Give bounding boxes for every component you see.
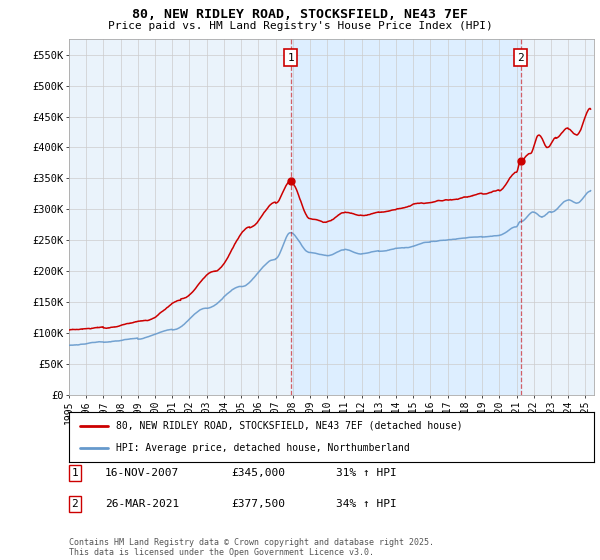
Bar — [291, 39, 521, 395]
Text: £345,000: £345,000 — [231, 468, 285, 478]
Text: 1: 1 — [287, 53, 294, 63]
Text: 80, NEW RIDLEY ROAD, STOCKSFIELD, NE43 7EF: 80, NEW RIDLEY ROAD, STOCKSFIELD, NE43 7… — [132, 8, 468, 21]
Text: 1: 1 — [71, 468, 79, 478]
Text: 2: 2 — [71, 499, 79, 509]
Text: Contains HM Land Registry data © Crown copyright and database right 2025.
This d: Contains HM Land Registry data © Crown c… — [69, 538, 434, 557]
Text: 80, NEW RIDLEY ROAD, STOCKSFIELD, NE43 7EF (detached house): 80, NEW RIDLEY ROAD, STOCKSFIELD, NE43 7… — [116, 421, 463, 431]
Text: 34% ↑ HPI: 34% ↑ HPI — [336, 499, 397, 509]
Text: Price paid vs. HM Land Registry's House Price Index (HPI): Price paid vs. HM Land Registry's House … — [107, 21, 493, 31]
Text: 26-MAR-2021: 26-MAR-2021 — [105, 499, 179, 509]
Text: 2: 2 — [517, 53, 524, 63]
Text: 16-NOV-2007: 16-NOV-2007 — [105, 468, 179, 478]
Text: £377,500: £377,500 — [231, 499, 285, 509]
Text: 31% ↑ HPI: 31% ↑ HPI — [336, 468, 397, 478]
Text: HPI: Average price, detached house, Northumberland: HPI: Average price, detached house, Nort… — [116, 443, 410, 453]
